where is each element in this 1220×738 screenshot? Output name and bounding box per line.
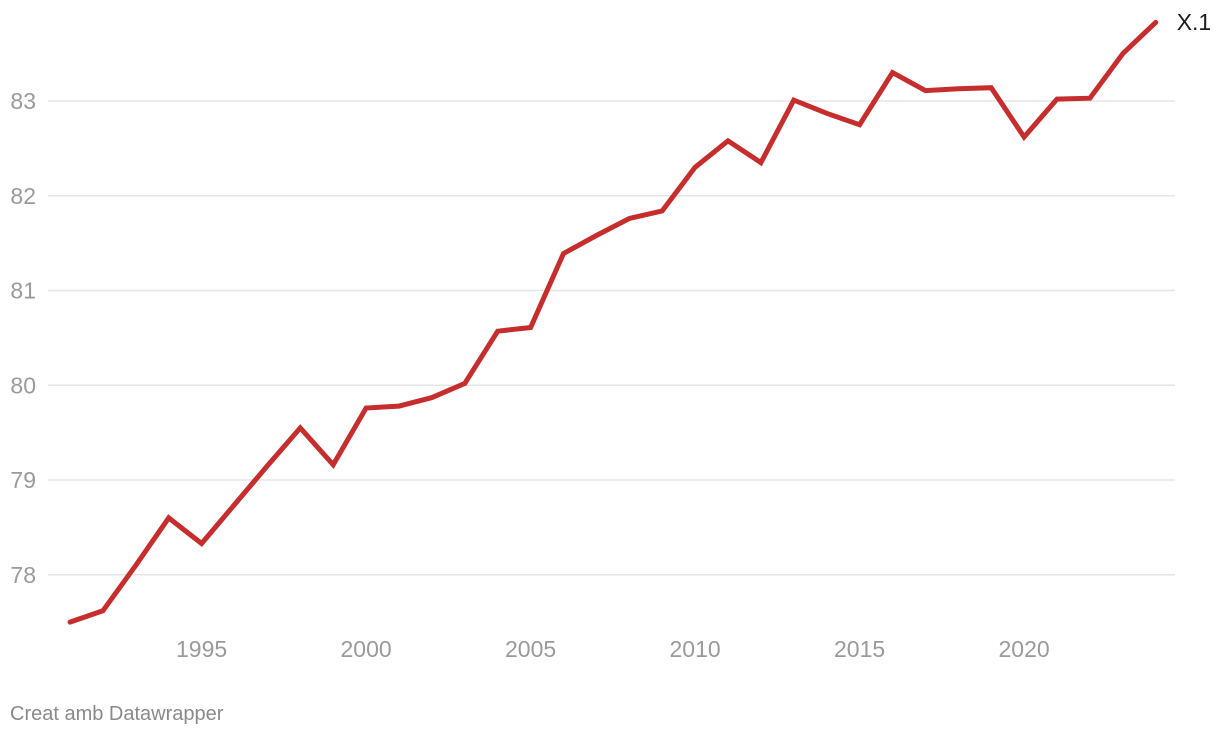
attribution-text: Creat amb Datawrapper xyxy=(10,703,224,725)
chart-canvas: 78 79 80 81 82 83 1995 2000 2005 2010 2015 2020 X.1 xyxy=(10,9,1212,662)
y-tick-label: 79 xyxy=(10,467,36,493)
x-tick-label: 1995 xyxy=(176,636,227,662)
series-end-label: X.1 xyxy=(1177,9,1212,35)
data-line xyxy=(67,19,1159,625)
y-tick-label: 82 xyxy=(10,183,36,209)
x-tick-label: 2000 xyxy=(341,636,392,662)
x-tick-label: 2010 xyxy=(670,636,721,662)
x-tick-label: 2020 xyxy=(999,636,1050,662)
x-tick-label: 2015 xyxy=(834,636,885,662)
x-tick-label: 2005 xyxy=(505,636,556,662)
y-tick-label: 81 xyxy=(10,278,36,304)
y-tick-label: 78 xyxy=(10,562,36,588)
y-tick-label: 83 xyxy=(10,88,36,114)
y-tick-label: 80 xyxy=(10,372,36,398)
